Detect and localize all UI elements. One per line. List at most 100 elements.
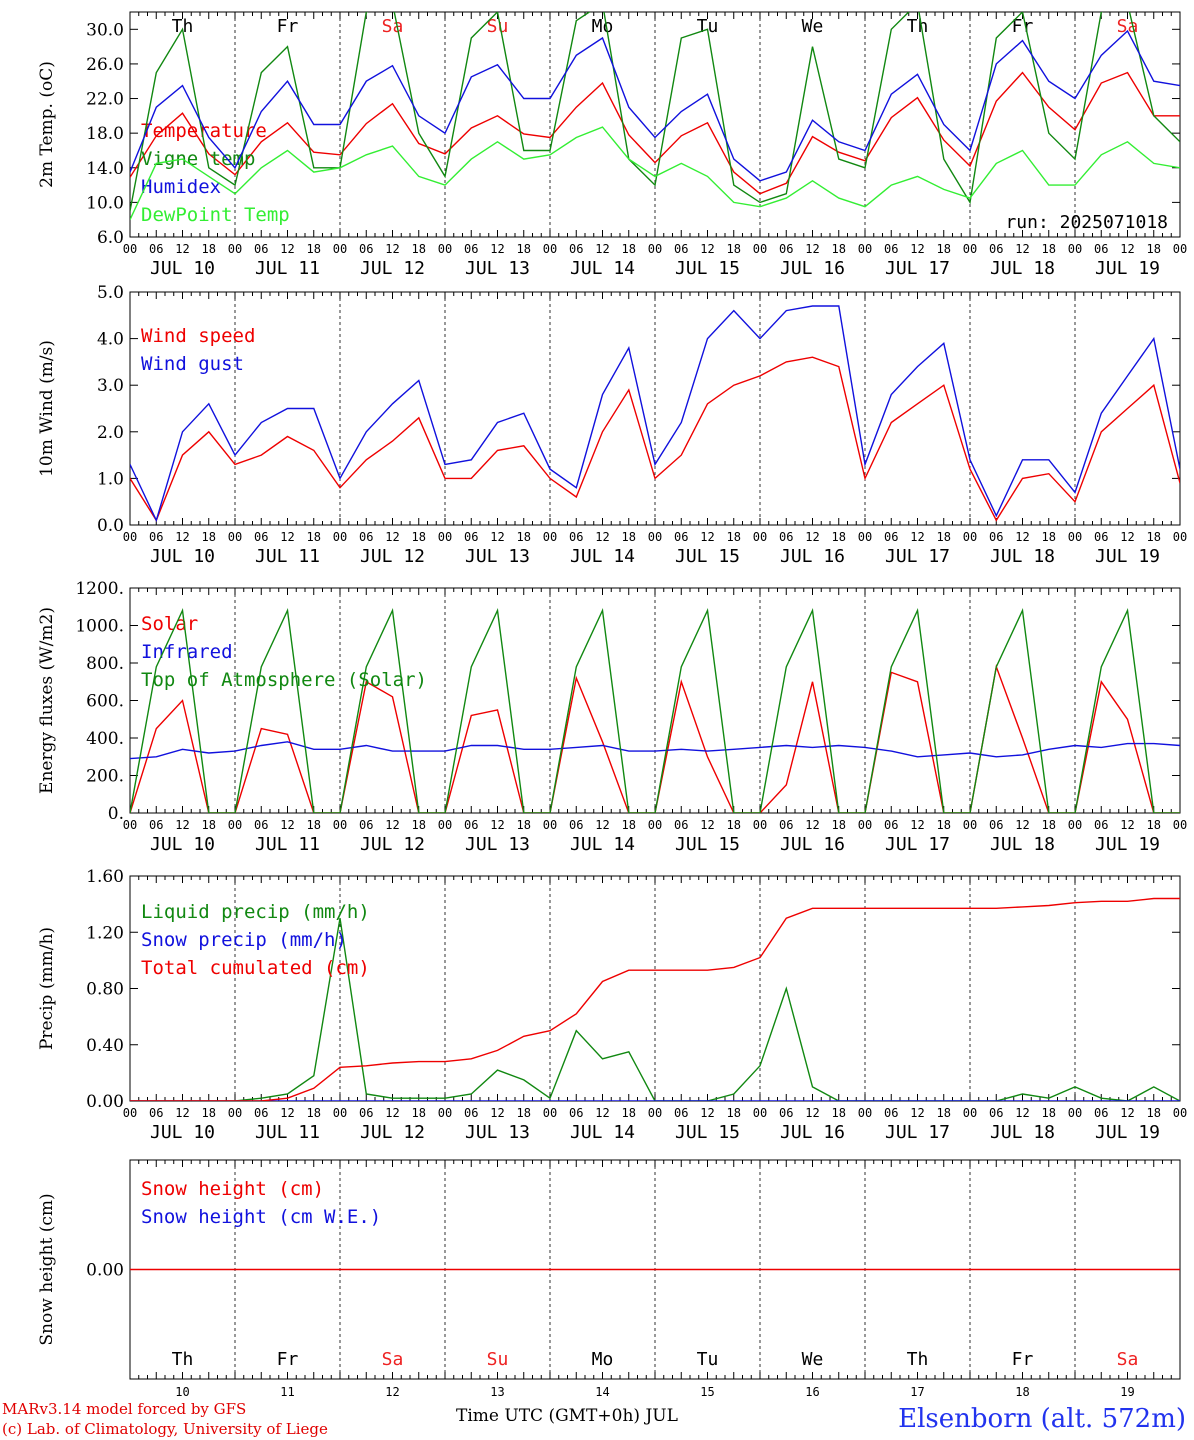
x-hour-label: 18	[1147, 242, 1161, 256]
run-label: run: 2025071018	[1005, 212, 1168, 233]
x-hour-label: 18	[1042, 818, 1056, 832]
x-hour-label: 12	[910, 818, 924, 832]
x-date-label: JUL 13	[465, 546, 530, 567]
x-hour-label: 12	[490, 1106, 504, 1120]
x-hour-label: 00	[543, 818, 557, 832]
x-hour-label: 12	[805, 530, 819, 544]
day-name-label: Th	[172, 1349, 194, 1370]
x-hour-label: 00	[858, 818, 872, 832]
x-hour-label: 00	[963, 530, 977, 544]
x-hour-label: 06	[149, 242, 163, 256]
y-tick-label: 10.0	[86, 193, 124, 213]
x-date-label: JUL 10	[150, 834, 215, 855]
x-hour-label: 18	[517, 530, 531, 544]
x-date-label: JUL 10	[150, 258, 215, 279]
x-date-label: JUL 17	[885, 258, 950, 279]
legend-entry: Liquid precip (mm/h)	[141, 901, 370, 923]
y-tick-label: 600.	[86, 692, 124, 712]
x-hour-label: 18	[202, 818, 216, 832]
y-tick-label: 1.0	[97, 469, 124, 489]
x-date-label: JUL 19	[1095, 834, 1160, 855]
day-number-label: 11	[280, 1385, 294, 1399]
day-name-label: Mo	[592, 16, 614, 37]
x-hour-label: 12	[595, 242, 609, 256]
series-line-solar	[130, 664, 1180, 813]
day-name-label: Su	[487, 1349, 509, 1370]
x-hour-label: 00	[333, 818, 347, 832]
y-tick-label: 1200.	[75, 579, 124, 599]
x-hour-label: 00	[1068, 1106, 1082, 1120]
x-hour-label: 00	[333, 530, 347, 544]
x-hour-label: 12	[805, 818, 819, 832]
x-hour-label: 00	[1068, 530, 1082, 544]
x-hour-label: 06	[569, 1106, 583, 1120]
day-name-label: Th	[172, 16, 194, 37]
x-hour-label: 00	[123, 1106, 137, 1120]
x-date-label: JUL 18	[990, 258, 1055, 279]
x-hour-label: 18	[412, 818, 426, 832]
x-date-label: JUL 11	[255, 834, 320, 855]
x-date-label: JUL 11	[255, 258, 320, 279]
x-hour-label: 18	[517, 818, 531, 832]
panel-1: 30.0 26.0 22.0 18.0 14.0 10.0 6.0 2m Temp. (oC)…	[37, 11, 1187, 279]
x-hour-label: 12	[175, 242, 189, 256]
day-number-label: 12	[385, 1385, 399, 1399]
x-hour-label: 00	[228, 818, 242, 832]
x-hour-label: 18	[1042, 242, 1056, 256]
x-date-label: JUL 11	[255, 546, 320, 567]
x-date-label: JUL 13	[465, 258, 530, 279]
x-hour-label: 06	[149, 530, 163, 544]
x-date-label: JUL 15	[675, 1122, 740, 1143]
x-date-label: JUL 10	[150, 546, 215, 567]
day-name-label: We	[802, 16, 824, 37]
x-hour-label: 12	[175, 530, 189, 544]
x-hour-label: 18	[1042, 530, 1056, 544]
x-date-label: JUL 17	[885, 834, 950, 855]
x-hour-label: 06	[464, 1106, 478, 1120]
x-date-label: JUL 19	[1095, 258, 1160, 279]
x-hour-label: 18	[727, 530, 741, 544]
panel-4: 1.60 1.20 0.80 0.40 0.00 Precip (mm/h) 00 06 12 1…	[37, 867, 1187, 1143]
x-hour-label: 12	[700, 1106, 714, 1120]
x-date-label: JUL 17	[885, 546, 950, 567]
x-hour-label: 06	[989, 1106, 1003, 1120]
x-hour-label: 06	[989, 242, 1003, 256]
y-tick-label: 200.	[86, 767, 124, 787]
x-hour-label: 00	[963, 242, 977, 256]
x-hour-label: 12	[385, 242, 399, 256]
x-date-label: JUL 15	[675, 546, 740, 567]
x-hour-label: 18	[622, 818, 636, 832]
x-hour-label: 06	[149, 818, 163, 832]
x-date-label: JUL 15	[675, 834, 740, 855]
x-hour-label: 06	[359, 530, 373, 544]
x-hour-label: 18	[832, 818, 846, 832]
x-hour-label: 12	[490, 818, 504, 832]
x-hour-label: 06	[674, 530, 688, 544]
x-hour-label: 12	[595, 530, 609, 544]
y-axis-title: Precip (mm/h)	[37, 927, 57, 1050]
legend-entry: Humidex	[141, 176, 221, 198]
x-hour-label: 18	[307, 818, 321, 832]
x-hour-label: 06	[359, 818, 373, 832]
x-hour-label: 18	[307, 530, 321, 544]
x-date-label: JUL 12	[360, 1122, 425, 1143]
x-hour-label: 18	[307, 1106, 321, 1120]
x-date-label: JUL 14	[570, 546, 635, 567]
series-line-total-cumulated-cm-	[130, 897, 1180, 1101]
x-hour-label: 06	[254, 1106, 268, 1120]
footer-model-credit: MARv3.14 model forced by GFS	[2, 1400, 247, 1418]
x-hour-label: 18	[202, 242, 216, 256]
x-hour-label: 06	[1094, 242, 1108, 256]
x-hour-label: 00	[963, 1106, 977, 1120]
x-hour-label: 12	[1120, 818, 1134, 832]
day-name-label: Fr	[1012, 16, 1034, 37]
x-hour-label: 12	[910, 530, 924, 544]
y-tick-label: 0.	[108, 804, 124, 824]
day-name-label: Fr	[277, 1349, 299, 1370]
x-hour-label: 18	[832, 242, 846, 256]
x-hour-label: 00	[123, 530, 137, 544]
day-number-label: 14	[595, 1385, 609, 1399]
y-tick-label: 400.	[86, 729, 124, 749]
series-line-liquid-precip-mm-h-	[130, 918, 1180, 1101]
x-hour-label: 06	[884, 530, 898, 544]
